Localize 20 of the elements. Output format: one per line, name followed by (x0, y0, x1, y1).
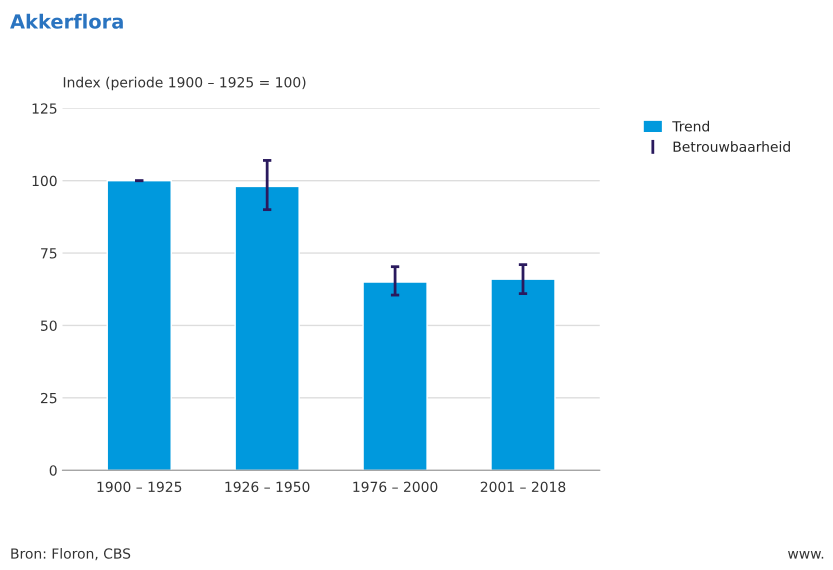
text: Betrouwbaarheid (674, 141, 790, 152)
chart-title: Akkerflora (10, 14, 123, 29)
bar (234, 186, 300, 470)
x-tick-label: 1976 – 2000 (353, 482, 438, 492)
x-tick-label: 1900 – 1925 (98, 482, 182, 492)
bar (362, 281, 428, 470)
y-tick-label: 100 (32, 176, 57, 186)
bar (106, 180, 172, 470)
x-tick-label: 1926 – 1950 (225, 482, 310, 492)
y-tick-label: 125 (32, 103, 56, 114)
y-tick-label: 50 (41, 320, 57, 331)
legend-label: Trend (672, 120, 710, 132)
y-tick-label: 0 (50, 465, 57, 476)
y-tick-label: 75 (41, 248, 56, 259)
y-axis-title: Index (periode 1900 – 1925 = 100) (64, 76, 306, 90)
x-tick-label: 2001 – 2018 (480, 482, 566, 492)
text: www. (788, 551, 824, 559)
bar (490, 278, 556, 470)
text: Bron: Floron, CBS (11, 548, 130, 560)
y-tick-label: 25 (40, 392, 56, 404)
